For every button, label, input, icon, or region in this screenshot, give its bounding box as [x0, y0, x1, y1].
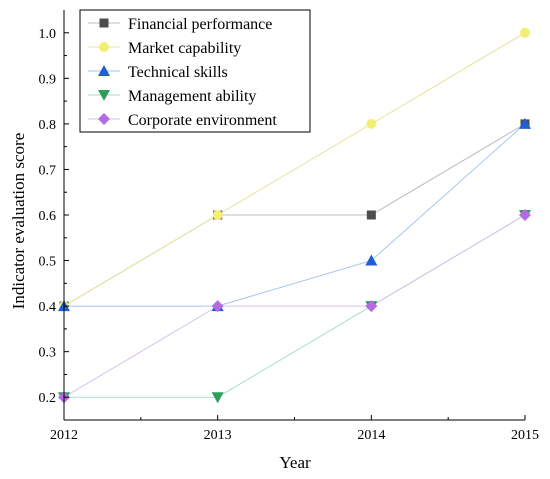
series-line-1: [63, 123, 526, 307]
y-tick-label: 0.4: [39, 300, 57, 315]
series-line-5: [63, 214, 526, 398]
legend-label-4: Management ability: [128, 88, 256, 105]
data-point-s4-2: [211, 392, 224, 404]
data-point-s5-4: [519, 209, 531, 221]
data-point-s2-2: [212, 210, 223, 220]
y-axis-title: Indicator evaluation score: [9, 133, 28, 310]
data-point-s2-4: [520, 27, 530, 38]
data-point-s1-3: [366, 210, 376, 220]
x-tick-label: 2012: [50, 428, 78, 443]
y-tick-label: 0.3: [39, 346, 57, 361]
legend-label-2: Market capability: [128, 40, 241, 57]
data-point-s3-3: [365, 254, 378, 266]
legend-marker-4: [98, 90, 110, 101]
data-point-s3-4: [519, 117, 531, 129]
x-axis-title: Year: [279, 453, 311, 472]
data-point-s5-3: [365, 300, 378, 313]
legend-label-3: Technical skills: [128, 64, 228, 81]
legend-marker-2: [99, 42, 109, 52]
y-tick-label: 0.8: [39, 118, 57, 133]
legend-label-1: Financial performance: [128, 16, 272, 33]
legend-marker-3: [98, 65, 110, 76]
y-tick-label: 0.5: [39, 255, 57, 270]
data-point-s5-2: [211, 300, 224, 313]
series-line-2: [63, 32, 526, 307]
legend-marker-5: [98, 113, 110, 125]
legend-marker-1: [99, 18, 109, 28]
series-line-3: [64, 123, 526, 307]
x-tick-label: 2013: [204, 428, 232, 443]
y-tick-label: 0.6: [39, 209, 57, 224]
data-point-s2-3: [366, 118, 377, 129]
y-tick-label: 0.7: [39, 163, 57, 178]
y-tick-label: 0.9: [39, 72, 57, 87]
x-tick-label: 2014: [357, 428, 385, 443]
axes: 0.2 0.3 0.4 0.5 0.6 0.7 0.8 0.9 1.0 2012 2013 2014 2…: [39, 10, 539, 443]
y-tick-label: 0.2: [39, 391, 57, 406]
legend: Financial performance Market capability Te…: [79, 9, 311, 133]
legend-label-5: Corporate environment: [128, 112, 277, 129]
y-tick-label: 1.0: [39, 27, 57, 42]
x-tick-label: 2015: [511, 428, 539, 443]
